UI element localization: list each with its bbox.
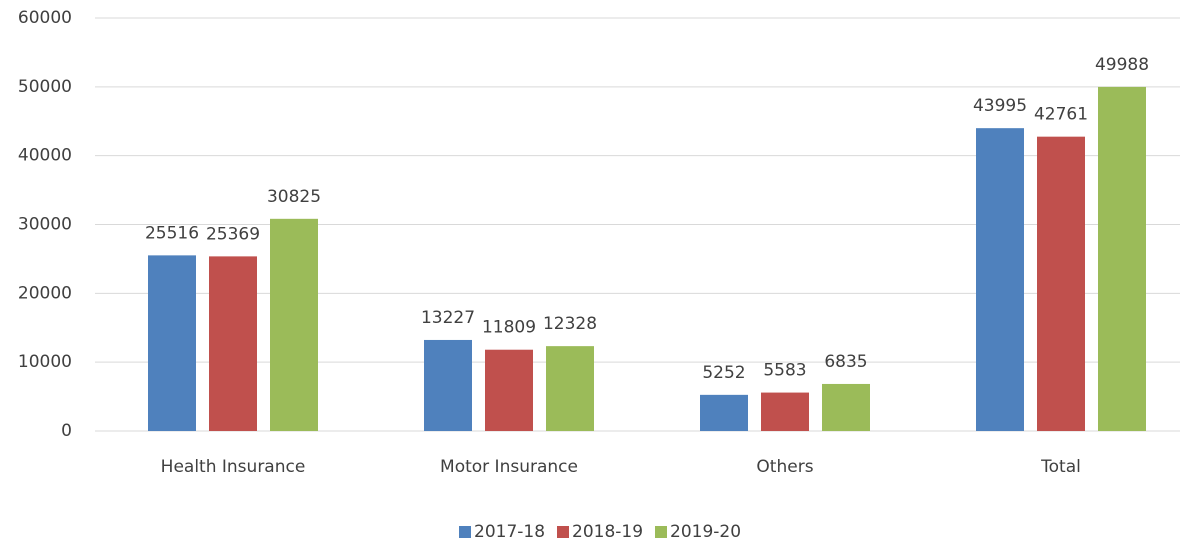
x-tick-label: Others bbox=[756, 457, 813, 477]
data-label: 25369 bbox=[206, 224, 260, 244]
data-label: 42761 bbox=[1034, 105, 1088, 125]
bar bbox=[822, 383, 870, 431]
bar bbox=[424, 339, 472, 431]
legend-swatch bbox=[459, 526, 471, 538]
bar bbox=[270, 218, 318, 431]
data-label: 12328 bbox=[543, 314, 597, 334]
y-tick-label: 30000 bbox=[18, 215, 72, 235]
bar bbox=[976, 128, 1024, 431]
data-label: 5583 bbox=[763, 361, 806, 381]
bar bbox=[700, 394, 748, 431]
bar bbox=[1098, 86, 1146, 432]
bar bbox=[1037, 136, 1085, 431]
bar bbox=[761, 392, 809, 431]
bar bbox=[209, 256, 257, 431]
x-tick-label: Total bbox=[1040, 457, 1081, 477]
data-label: 25516 bbox=[145, 223, 199, 243]
y-tick-label: 20000 bbox=[18, 283, 72, 303]
x-tick-label: Health Insurance bbox=[161, 457, 306, 477]
data-label: 43995 bbox=[973, 96, 1027, 116]
legend-swatch bbox=[557, 526, 569, 538]
y-tick-label: 50000 bbox=[18, 77, 72, 97]
legend-label: 2018-19 bbox=[572, 522, 643, 542]
data-label: 5252 bbox=[702, 363, 745, 383]
y-tick-label: 40000 bbox=[18, 146, 72, 166]
x-tick-label: Motor Insurance bbox=[440, 457, 578, 477]
y-tick-label: 10000 bbox=[18, 352, 72, 372]
bar bbox=[546, 346, 594, 431]
data-label: 11809 bbox=[482, 318, 536, 338]
data-label: 49988 bbox=[1095, 55, 1149, 75]
data-label: 6835 bbox=[824, 352, 867, 372]
legend-swatch bbox=[655, 526, 667, 538]
legend-label: 2017-18 bbox=[474, 522, 545, 542]
bar bbox=[485, 349, 533, 431]
y-tick-label: 60000 bbox=[18, 8, 72, 28]
data-label: 13227 bbox=[421, 308, 475, 328]
legend-label: 2019-20 bbox=[670, 522, 741, 542]
data-label: 30825 bbox=[267, 187, 321, 207]
y-tick-label: 0 bbox=[61, 421, 72, 441]
bar bbox=[148, 255, 196, 431]
